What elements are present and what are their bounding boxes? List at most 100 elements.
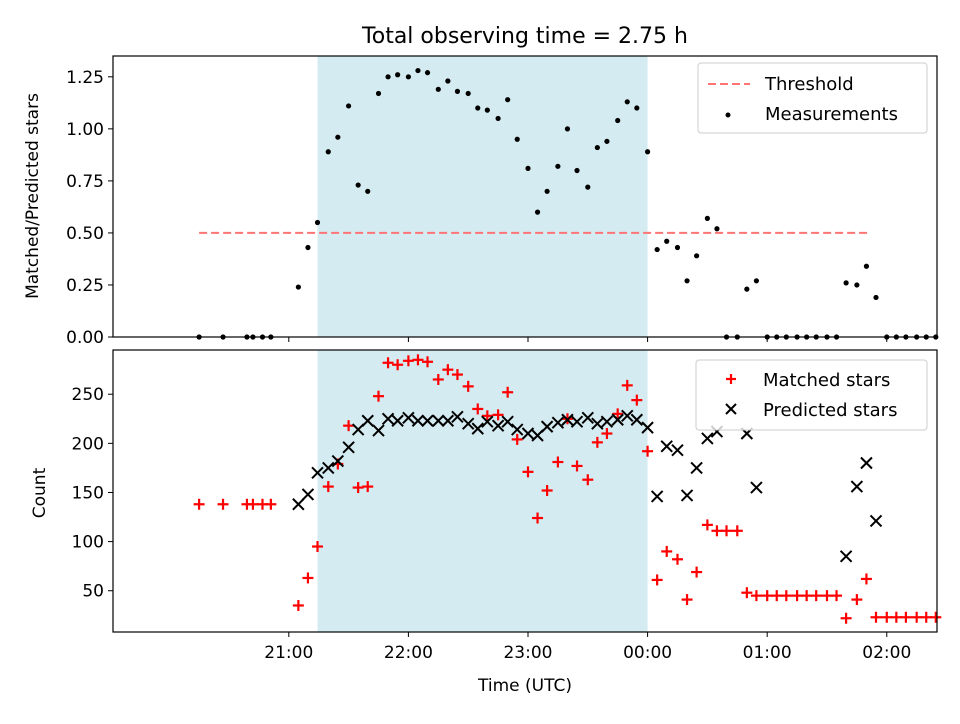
predicted-legend-label: Predicted stars xyxy=(763,400,897,421)
bottom-x-tick-label: 01:00 xyxy=(743,643,792,663)
top-legend: Threshold Measurements xyxy=(697,62,928,134)
top-y-tick-label: 0.00 xyxy=(66,328,104,348)
matched-star-point xyxy=(362,481,374,493)
matched-star-point xyxy=(711,525,723,537)
matched-star-point xyxy=(661,545,673,557)
matched-star-point xyxy=(750,590,762,602)
matched-star-point xyxy=(671,553,683,565)
predicted-star-point xyxy=(292,498,305,511)
measurement-point xyxy=(295,284,301,290)
measurement-point xyxy=(654,246,660,253)
predicted-star-point xyxy=(391,414,404,427)
measurement-point xyxy=(585,184,591,190)
measurement-point xyxy=(495,115,501,122)
top-legend-box xyxy=(697,62,928,134)
measurement-point xyxy=(345,103,352,109)
measurement-point xyxy=(604,138,610,144)
measurement-point xyxy=(863,263,870,269)
predicted-star-point xyxy=(461,417,475,430)
bottom-plot-area: 50 100 150 200 250 21:00 22:00 23:00 00:00 01:00 0… xyxy=(72,349,942,663)
predicted-star-point xyxy=(680,489,694,502)
bottom-x-tick-label: 22:00 xyxy=(384,643,433,663)
predicted-star-point xyxy=(600,415,614,428)
matched-star-point xyxy=(292,599,304,611)
measurement-point xyxy=(694,253,700,259)
matched-star-point xyxy=(343,420,355,432)
matched-star-point xyxy=(217,498,229,510)
predicted-star-point xyxy=(839,550,853,563)
bottom-x-tick-label: 02:00 xyxy=(862,643,911,663)
predicted-star-point xyxy=(750,481,763,494)
top-y-axis-label: Matched/Predicted stars xyxy=(23,93,43,299)
matched-star-point xyxy=(731,525,743,537)
predicted-star-point xyxy=(660,440,673,453)
matched-star-point xyxy=(831,590,843,602)
matched-star-point xyxy=(741,587,753,599)
bottom-y-axis-label: Count xyxy=(30,467,50,518)
predicted-star-point xyxy=(331,454,345,468)
bottom-legend: Matched stars Predicted stars xyxy=(695,359,928,431)
measurement-point xyxy=(465,90,471,97)
bottom-y-tick-label: 50 xyxy=(82,582,104,602)
predicted-star-point xyxy=(402,411,415,425)
matched-star-point xyxy=(631,394,643,406)
matched-star-point xyxy=(582,474,594,486)
measurement-point xyxy=(445,78,451,84)
matched-star-point xyxy=(432,373,444,385)
matched-star-point xyxy=(801,590,813,602)
matched-star-point xyxy=(642,445,654,457)
matched-star-point xyxy=(591,436,603,448)
matched-star-point xyxy=(810,590,822,602)
predicted-star-point xyxy=(411,414,425,427)
matched-star-point xyxy=(552,456,564,468)
predicted-star-point xyxy=(561,413,574,426)
measurement-point xyxy=(744,286,750,292)
measurement-point xyxy=(415,67,421,74)
predicted-star-point xyxy=(511,423,524,436)
matched-star-point xyxy=(502,386,514,398)
measurement-point xyxy=(873,294,879,301)
matched-star-point xyxy=(532,512,544,524)
matched-star-point xyxy=(900,611,912,623)
predicted-star-point xyxy=(311,466,324,480)
measurement-point xyxy=(644,149,651,155)
bottom-y-tick-label: 250 xyxy=(72,385,104,405)
matched-star-point xyxy=(462,380,474,392)
top-y-tick-label: 0.75 xyxy=(66,172,104,192)
measurements-legend-label: Measurements xyxy=(765,104,898,125)
top-y-tick-label: 1.00 xyxy=(66,120,104,140)
predicted-star-point xyxy=(421,414,434,427)
predicted-star-point xyxy=(491,419,505,432)
predicted-star-point xyxy=(551,416,565,429)
predicted-star-point xyxy=(701,432,714,445)
matched-star-point xyxy=(352,482,364,494)
predicted-star-point xyxy=(690,461,703,475)
measurement-point xyxy=(624,99,630,105)
matched-star-point xyxy=(442,364,454,376)
predicted-star-point xyxy=(451,410,464,424)
predicted-star-point xyxy=(521,427,535,440)
predicted-star-point xyxy=(671,444,684,457)
predicted-star-point xyxy=(301,488,315,501)
measurement-point xyxy=(305,244,311,251)
top-y-tick-label: 0.25 xyxy=(66,276,104,296)
top-shaded-interval xyxy=(317,56,648,337)
matched-star-point xyxy=(881,611,893,623)
measurement-point xyxy=(664,238,670,244)
measurement-point xyxy=(484,107,490,113)
matched-star-point xyxy=(860,573,872,585)
measurements-legend-swatch xyxy=(725,112,731,118)
matched-star-point xyxy=(780,590,792,602)
top-y-tick-label: 1.25 xyxy=(66,68,104,88)
predicted-star-point xyxy=(501,415,514,428)
bottom-x-tick-label: 00:00 xyxy=(623,643,672,663)
bottom-y-tick-label: 100 xyxy=(72,533,104,553)
measurement-point xyxy=(475,105,481,111)
measurement-point xyxy=(365,188,371,194)
matched-star-point xyxy=(651,574,663,586)
predicted-star-point xyxy=(481,415,494,428)
matched-star-point xyxy=(312,541,324,553)
matched-star-point xyxy=(402,355,414,367)
predicted-star-point xyxy=(471,422,484,435)
